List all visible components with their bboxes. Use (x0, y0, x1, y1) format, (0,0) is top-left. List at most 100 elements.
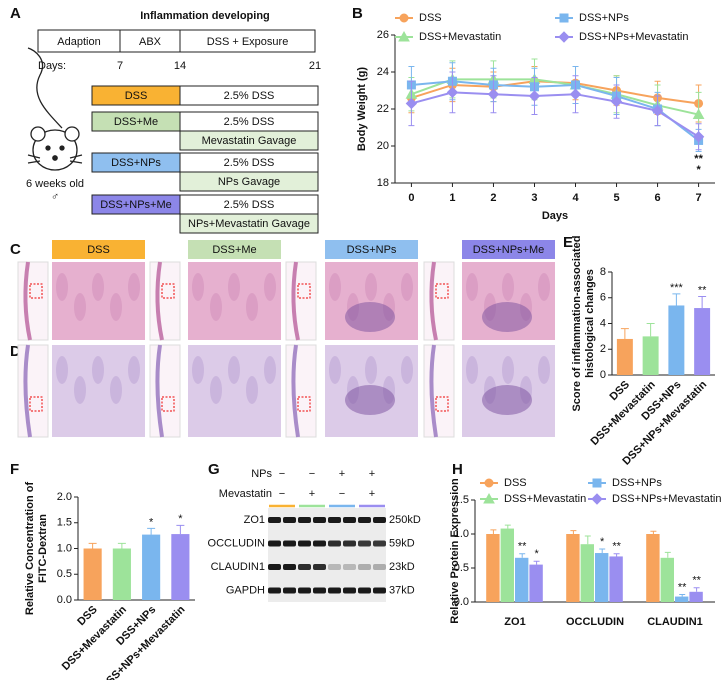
tissue-crypt (329, 273, 341, 301)
y-tick-label: 8 (600, 266, 606, 278)
condition-sign: + (309, 488, 315, 500)
y-tick-label: 0.5 (57, 568, 72, 580)
bar (515, 557, 529, 602)
blot-band (268, 564, 281, 570)
tissue-crypt (466, 273, 478, 301)
error-bar (613, 553, 620, 557)
legend-label: DSS+NPs+Mevastatin (579, 31, 688, 43)
significance-label: ** (694, 153, 703, 165)
bar (171, 534, 190, 600)
treatment-box (179, 85, 319, 106)
blot-band (283, 517, 296, 523)
tissue-crypt (210, 376, 222, 404)
error-bar (570, 530, 577, 534)
x-tick-label: 1 (449, 192, 455, 204)
blot-band (313, 587, 326, 594)
tissue-outline (23, 344, 32, 438)
marker (487, 88, 500, 100)
group-name: DSS+NPs+Me (100, 199, 172, 211)
condition-label: Mevastatin (219, 488, 272, 500)
bar (500, 528, 514, 602)
condition-sign: − (279, 488, 285, 500)
bar (646, 534, 660, 602)
tissue-crypt (502, 273, 514, 301)
blot-band (358, 517, 371, 523)
zoom-box (29, 396, 43, 412)
panel-label: B (352, 5, 363, 22)
tissue-crypt (92, 356, 104, 384)
y-axis-label: Relative Protein Expression (449, 478, 461, 624)
histology-header (325, 240, 418, 259)
marker (610, 95, 623, 108)
marker (528, 90, 541, 102)
bar (642, 336, 659, 375)
blot-band (358, 540, 371, 547)
treatment-label: 2.5% DSS (224, 90, 275, 102)
y-tick-label: 24 (377, 66, 389, 78)
histology-header (188, 240, 281, 259)
day-label: 14 (174, 60, 186, 72)
tissue-strip (423, 344, 455, 438)
legend-label: DSS+Mevastatin (504, 493, 586, 505)
day-label: 7 (117, 60, 123, 72)
bar (529, 564, 543, 602)
error-bar (490, 529, 497, 534)
tissue-crypt (538, 273, 550, 301)
tissue-crypt (365, 356, 377, 384)
tissue-crypt (56, 273, 68, 301)
blot-band (343, 540, 356, 547)
blot-band (343, 564, 356, 570)
x-tick-label: 5 (613, 192, 619, 204)
blot-band (313, 517, 326, 523)
blot-band (373, 587, 386, 594)
bar (112, 548, 131, 600)
lymphoid-follicle (345, 302, 395, 332)
lymphoid-follicle (482, 302, 532, 332)
error-bar (664, 551, 671, 558)
tissue-crypt (264, 273, 276, 301)
blot-band (358, 587, 371, 594)
y-tick-label: 0.5 (454, 562, 469, 574)
y-axis-label: Score of inflammation-associated (571, 235, 583, 411)
blot-band (343, 587, 356, 594)
group-name: DSS+Me (114, 116, 158, 128)
tissue-strip (285, 261, 317, 341)
y-tick-label: 2.0 (57, 491, 72, 503)
tissue-crypt (228, 356, 240, 384)
tissue-strip (285, 344, 317, 438)
tissue-crypt (538, 356, 550, 384)
blot-band (313, 540, 326, 547)
tissue-image (188, 262, 281, 340)
marker (446, 86, 459, 99)
bar (689, 591, 703, 602)
y-tick-label: 4 (600, 317, 606, 329)
significance-label: * (149, 516, 154, 528)
error-bar (176, 524, 185, 535)
x-tick-label: 7 (696, 192, 702, 204)
error-bar (599, 548, 606, 554)
significance-label: ** (678, 581, 687, 593)
blot-band (328, 517, 341, 523)
treatment-label: 2.5% DSS (224, 116, 275, 128)
mouse-illustration (27, 47, 83, 171)
treatment-label: NPs+Mevastatin Gavage (188, 218, 310, 230)
histology-group-name: DSS (87, 244, 110, 256)
tissue-crypt (264, 356, 276, 384)
panel-label: C (10, 241, 21, 258)
error-bar (646, 323, 655, 337)
y-tick-label: 0.0 (57, 594, 72, 606)
series-line (411, 78, 699, 116)
blot-band (283, 564, 296, 570)
blot-band (358, 564, 371, 570)
legend-label: DSS (504, 477, 527, 489)
tissue-strip (149, 261, 181, 341)
y-tick-label: 0.0 (454, 596, 469, 608)
x-tick-label: 6 (655, 192, 661, 204)
lymphoid-follicle (482, 385, 532, 415)
blot-band (328, 564, 341, 570)
zoom-box (435, 283, 449, 299)
tissue-crypt (228, 273, 240, 301)
tissue-crypt (110, 376, 122, 404)
bar (566, 534, 580, 602)
histology-header (462, 240, 555, 259)
